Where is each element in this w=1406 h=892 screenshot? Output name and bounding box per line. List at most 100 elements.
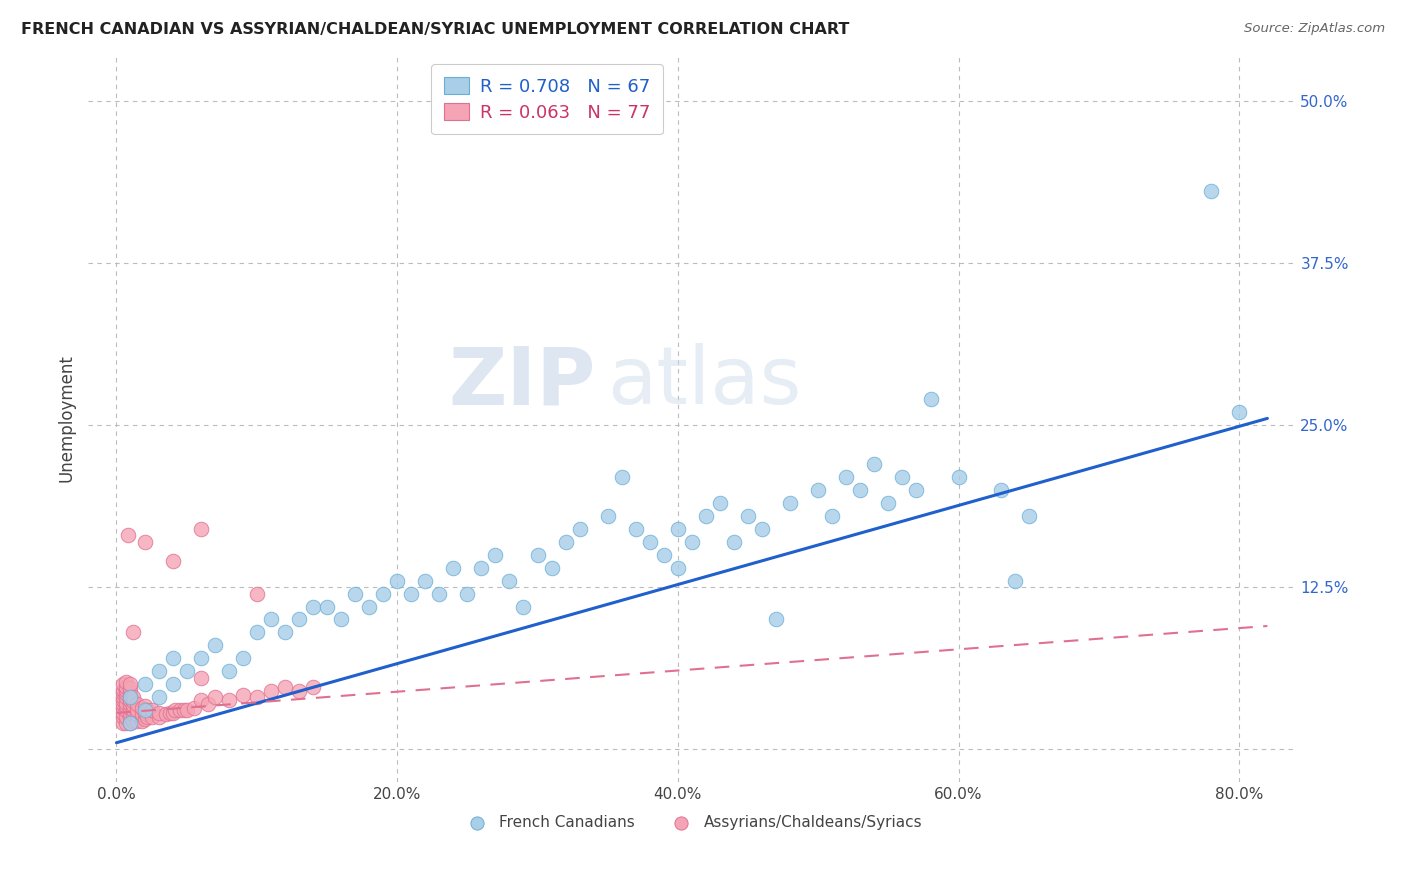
Point	[204, 690, 226, 705]
Point	[120, 716, 142, 731]
Point	[159, 706, 181, 720]
Point	[120, 700, 142, 714]
Y-axis label: Unemployment: Unemployment	[58, 354, 75, 483]
Point	[134, 677, 156, 691]
Point	[120, 685, 142, 699]
Point	[115, 682, 138, 697]
Point	[399, 586, 422, 600]
Point	[115, 686, 138, 700]
Point	[456, 586, 478, 600]
Point	[162, 554, 184, 568]
Point	[274, 680, 297, 694]
Point	[359, 599, 381, 614]
Point	[1018, 508, 1040, 523]
Point	[115, 680, 138, 694]
Point	[835, 470, 858, 484]
Point	[470, 560, 492, 574]
Point	[751, 522, 773, 536]
Point	[246, 586, 269, 600]
Point	[134, 703, 156, 717]
Point	[246, 625, 269, 640]
Point	[610, 470, 633, 484]
Point	[709, 496, 731, 510]
Point	[162, 706, 184, 720]
Point	[148, 690, 170, 705]
Point	[260, 612, 283, 626]
Point	[120, 681, 142, 696]
Point	[127, 703, 149, 717]
Point	[127, 714, 149, 728]
Point	[112, 693, 135, 707]
Point	[877, 496, 900, 510]
Point	[120, 677, 142, 691]
Point	[666, 522, 689, 536]
Point	[136, 703, 159, 717]
Point	[905, 483, 928, 497]
Point	[330, 612, 353, 626]
Legend: French Canadians, Assyrians/Chaldeans/Syriacs: French Canadians, Assyrians/Chaldeans/Sy…	[456, 808, 929, 836]
Text: ZIP: ZIP	[449, 343, 595, 421]
Point	[120, 706, 142, 720]
Point	[765, 612, 787, 626]
Point	[115, 699, 138, 714]
Point	[162, 651, 184, 665]
Point	[112, 682, 135, 697]
Point	[120, 689, 142, 703]
Point	[1199, 185, 1222, 199]
Point	[260, 683, 283, 698]
Point	[863, 457, 886, 471]
Point	[112, 677, 135, 691]
Point	[122, 625, 145, 640]
Point	[232, 688, 254, 702]
Point	[112, 706, 135, 720]
Point	[190, 693, 212, 707]
Point	[288, 612, 311, 626]
Point	[652, 548, 675, 562]
Point	[427, 586, 450, 600]
Point	[115, 690, 138, 705]
Point	[115, 696, 138, 710]
Point	[165, 703, 187, 717]
Point	[183, 700, 205, 714]
Point	[120, 710, 142, 724]
Point	[115, 674, 138, 689]
Point	[122, 698, 145, 712]
Point	[120, 693, 142, 707]
Point	[1004, 574, 1026, 588]
Point	[122, 690, 145, 705]
Point	[821, 508, 844, 523]
Point	[162, 677, 184, 691]
Point	[695, 508, 717, 523]
Point	[232, 651, 254, 665]
Point	[176, 665, 198, 679]
Point	[112, 700, 135, 714]
Point	[122, 694, 145, 708]
Point	[948, 470, 970, 484]
Point	[112, 716, 135, 731]
Point	[112, 697, 135, 711]
Point	[115, 703, 138, 717]
Point	[779, 496, 801, 510]
Point	[173, 703, 195, 717]
Point	[136, 710, 159, 724]
Point	[134, 699, 156, 714]
Point	[666, 560, 689, 574]
Point	[176, 703, 198, 717]
Point	[122, 714, 145, 728]
Point	[288, 683, 311, 698]
Point	[316, 599, 339, 614]
Point	[131, 714, 153, 728]
Point	[302, 599, 325, 614]
Point	[512, 599, 534, 614]
Point	[526, 548, 548, 562]
Point	[190, 671, 212, 685]
Point	[127, 697, 149, 711]
Point	[122, 707, 145, 722]
Point	[302, 680, 325, 694]
Point	[807, 483, 830, 497]
Point	[413, 574, 436, 588]
Point	[737, 508, 759, 523]
Text: Source: ZipAtlas.com: Source: ZipAtlas.com	[1244, 22, 1385, 36]
Point	[246, 690, 269, 705]
Point	[441, 560, 464, 574]
